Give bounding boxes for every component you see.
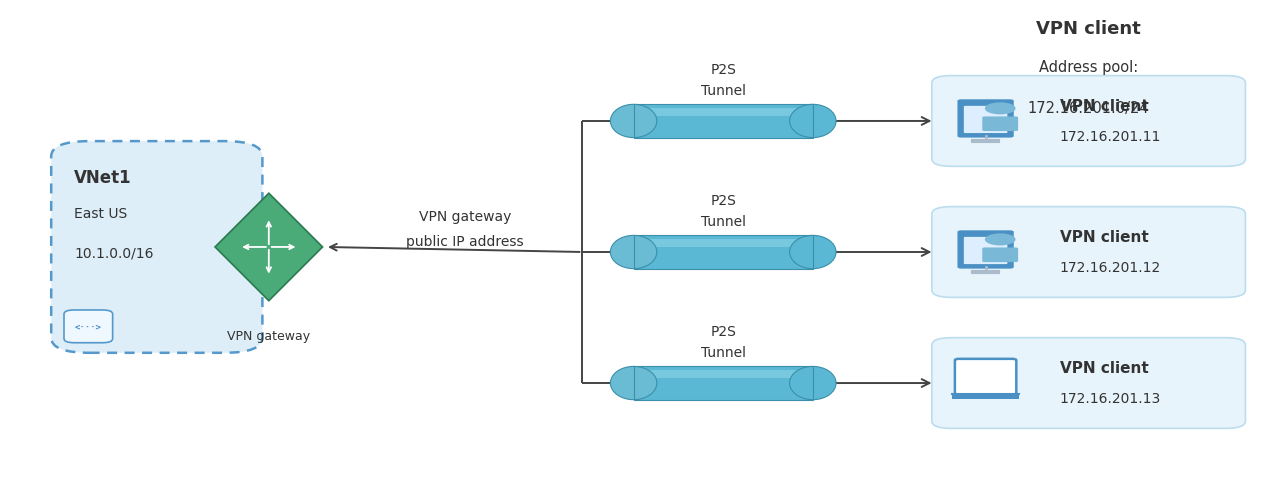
- Text: public IP address: public IP address: [407, 235, 524, 249]
- Text: Address pool:: Address pool:: [1039, 60, 1138, 76]
- Text: P2S: P2S: [710, 194, 736, 208]
- FancyBboxPatch shape: [932, 76, 1245, 166]
- Bar: [634, 366, 813, 400]
- Text: 172.16.201.12: 172.16.201.12: [1060, 261, 1161, 275]
- Bar: [634, 104, 813, 138]
- Bar: [634, 108, 813, 116]
- Text: VPN client: VPN client: [1060, 361, 1148, 376]
- Text: 172.16.201.11: 172.16.201.11: [1060, 130, 1161, 144]
- FancyBboxPatch shape: [955, 359, 1016, 395]
- Text: East US: East US: [74, 207, 128, 221]
- Bar: [634, 370, 813, 378]
- Text: 10.1.0.0/16: 10.1.0.0/16: [74, 247, 154, 261]
- Circle shape: [984, 102, 1015, 114]
- Ellipse shape: [790, 104, 836, 138]
- Text: VPN gateway: VPN gateway: [228, 330, 310, 343]
- FancyBboxPatch shape: [982, 116, 1018, 131]
- Bar: [634, 235, 813, 269]
- Ellipse shape: [611, 366, 657, 400]
- Bar: [634, 366, 813, 400]
- Text: VPN client: VPN client: [1060, 230, 1148, 245]
- Text: VPN client: VPN client: [1037, 20, 1140, 38]
- FancyBboxPatch shape: [957, 230, 1014, 269]
- Ellipse shape: [611, 235, 657, 269]
- Ellipse shape: [790, 235, 836, 269]
- FancyBboxPatch shape: [964, 106, 1007, 133]
- Bar: [634, 235, 813, 269]
- FancyBboxPatch shape: [932, 338, 1245, 428]
- FancyBboxPatch shape: [64, 310, 113, 343]
- FancyBboxPatch shape: [932, 207, 1245, 297]
- Text: Tunnel: Tunnel: [700, 215, 746, 229]
- Bar: [952, 393, 1019, 399]
- Bar: [634, 104, 813, 138]
- Text: Tunnel: Tunnel: [700, 346, 746, 360]
- Bar: [634, 239, 813, 247]
- Circle shape: [984, 233, 1015, 245]
- Ellipse shape: [790, 366, 836, 400]
- Text: Tunnel: Tunnel: [700, 84, 746, 98]
- Text: <···>: <···>: [76, 322, 101, 331]
- Text: VNet1: VNet1: [74, 169, 132, 187]
- FancyBboxPatch shape: [982, 247, 1018, 262]
- Text: P2S: P2S: [710, 62, 736, 77]
- Text: P2S: P2S: [710, 325, 736, 339]
- Text: 172.16.201.13: 172.16.201.13: [1060, 392, 1161, 406]
- Ellipse shape: [611, 104, 657, 138]
- FancyBboxPatch shape: [964, 237, 1007, 264]
- Polygon shape: [215, 193, 323, 301]
- Text: VPN gateway: VPN gateway: [419, 210, 512, 224]
- Text: 172.16.201.0/24: 172.16.201.0/24: [1028, 101, 1149, 116]
- Text: VPN client: VPN client: [1060, 99, 1148, 114]
- FancyBboxPatch shape: [957, 99, 1014, 138]
- FancyBboxPatch shape: [51, 141, 262, 353]
